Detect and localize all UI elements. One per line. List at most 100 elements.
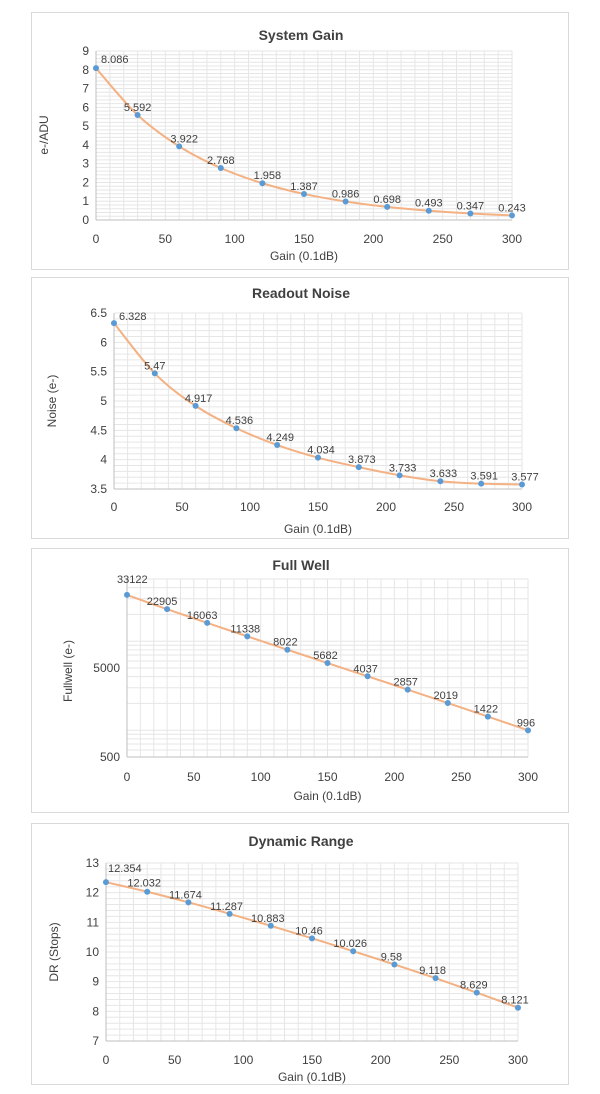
x-tick-label: 0 — [93, 232, 100, 246]
x-tick-label: 200 — [376, 500, 396, 514]
data-label: 3.922 — [170, 133, 198, 145]
data-point — [267, 922, 274, 929]
x-tick-label: 0 — [103, 1053, 110, 1067]
data-label: 5.592 — [124, 102, 152, 114]
data-label: 10.026 — [333, 938, 367, 950]
y-tick-label: 500 — [100, 750, 120, 764]
data-label: 9.118 — [419, 965, 446, 977]
y-tick-label: 5 — [82, 119, 89, 133]
data-label: 5.47 — [144, 360, 165, 372]
x-tick-label: 250 — [451, 770, 471, 784]
x-tick-label: 100 — [233, 1053, 253, 1067]
data-point — [519, 481, 525, 488]
y-tick-label: 4 — [100, 453, 107, 467]
data-point — [284, 646, 291, 653]
full-well-chart: Full Well 0 50 100 150 200 250 300 500 5000 Gain (… — [61, 557, 538, 803]
y-tick-label: 3.5 — [90, 482, 107, 496]
data-point — [164, 606, 171, 613]
data-label: 11.287 — [210, 901, 243, 913]
data-point — [467, 210, 474, 217]
data-point — [391, 961, 398, 968]
data-point — [364, 673, 371, 680]
data-label: 0.347 — [457, 200, 485, 212]
dynamic-range-chart: Dynamic Range 0 50 100 150 200 250 300 7 8 9 10 11 12… — [47, 833, 529, 1084]
x-tick-label: 200 — [371, 1053, 391, 1067]
y-axis-label: DR (Stops) — [47, 922, 61, 981]
x-gridlines — [95, 51, 513, 220]
data-point — [93, 65, 99, 72]
data-label: 5682 — [313, 650, 337, 662]
x-tick-label: 150 — [294, 232, 314, 246]
x-tick-label: 100 — [251, 770, 271, 784]
y-tick-label: 1 — [82, 194, 89, 208]
data-point — [396, 472, 403, 479]
data-point — [404, 686, 411, 693]
data-point — [301, 190, 307, 197]
data-label: 4.917 — [185, 393, 213, 405]
y-tick-label: 2 — [82, 175, 89, 189]
chart-panel-dynamic-range: Dynamic Range 0 50 100 150 200 250 300 7 8 9 10 11 12… — [31, 823, 569, 1085]
data-point — [244, 633, 251, 640]
data-label: 3.633 — [430, 468, 458, 480]
x-tick-label: 300 — [508, 1053, 528, 1067]
data-point — [515, 1004, 521, 1011]
chart-title: System Gain — [259, 27, 344, 43]
x-tick-label: 150 — [302, 1053, 322, 1067]
data-point — [473, 989, 480, 996]
chart-title: Readout Noise — [252, 285, 350, 301]
y-tick-label: 5.5 — [90, 365, 107, 379]
data-point — [103, 879, 109, 886]
y-tick-label: 6.5 — [90, 306, 107, 320]
data-label: 4.034 — [307, 445, 335, 457]
x-tick-label: 300 — [502, 232, 522, 246]
data-label: 11.674 — [169, 889, 202, 901]
y-tick-label: 8 — [92, 1004, 99, 1018]
data-point — [315, 454, 321, 461]
data-point — [509, 212, 515, 219]
data-label: 9.58 — [381, 951, 402, 963]
readout-noise-chart: Readout Noise 0 50 100 150 200 250 300 3.5 4 4.5 5 5… — [45, 285, 539, 536]
data-label: 10.46 — [295, 925, 323, 937]
data-label: 6.328 — [119, 311, 147, 323]
y-tick-label: 9 — [82, 44, 89, 58]
y-axis-label: e-/ADU — [37, 115, 51, 154]
data-point — [478, 480, 485, 487]
y-tick-label: 9 — [92, 975, 99, 989]
data-label: 12.354 — [108, 863, 142, 875]
data-label: 8.629 — [460, 980, 488, 992]
x-tick-label: 150 — [308, 500, 328, 514]
y-tick-label: 6 — [100, 335, 107, 349]
data-label: 0.243 — [498, 202, 526, 214]
x-axis-label: Gain (0.1dB) — [278, 1070, 346, 1084]
x-tick-label: 300 — [512, 500, 532, 514]
data-label: 0.986 — [332, 188, 360, 200]
y-tick-label: 7 — [92, 1034, 99, 1048]
data-label: 4.249 — [266, 432, 294, 444]
y-tick-label: 3 — [82, 157, 89, 171]
data-point — [384, 203, 391, 210]
data-label: 2857 — [393, 677, 417, 689]
data-label: 22905 — [147, 596, 178, 608]
x-tick-label: 50 — [175, 500, 189, 514]
chart-panel-system-gain: System Gain 0 50 100 150 200 250 300 0 1 2 3 4 5 6 7 8 9 G… — [31, 12, 569, 270]
x-tick-label: 200 — [384, 770, 404, 784]
data-point — [259, 180, 266, 187]
data-point — [425, 207, 432, 214]
data-point — [144, 888, 151, 895]
data-label: 4037 — [353, 663, 377, 675]
data-point — [437, 478, 444, 485]
x-axis-label: Gain (0.1dB) — [270, 249, 338, 263]
data-label: 2019 — [434, 690, 458, 702]
data-point — [484, 713, 491, 720]
data-point — [309, 935, 315, 942]
data-label: 33122 — [117, 574, 148, 586]
x-tick-label: 300 — [518, 770, 538, 784]
system-gain-chart: System Gain 0 50 100 150 200 250 300 0 1 2 3 4 5 6 7 8 9 G… — [37, 27, 526, 263]
data-point — [350, 948, 357, 955]
chart-title: Dynamic Range — [248, 833, 353, 849]
y-tick-label: 13 — [86, 856, 100, 870]
data-point — [111, 320, 117, 327]
data-point — [217, 165, 224, 172]
y-tick-label: 5 — [100, 394, 107, 408]
data-point — [204, 619, 211, 626]
